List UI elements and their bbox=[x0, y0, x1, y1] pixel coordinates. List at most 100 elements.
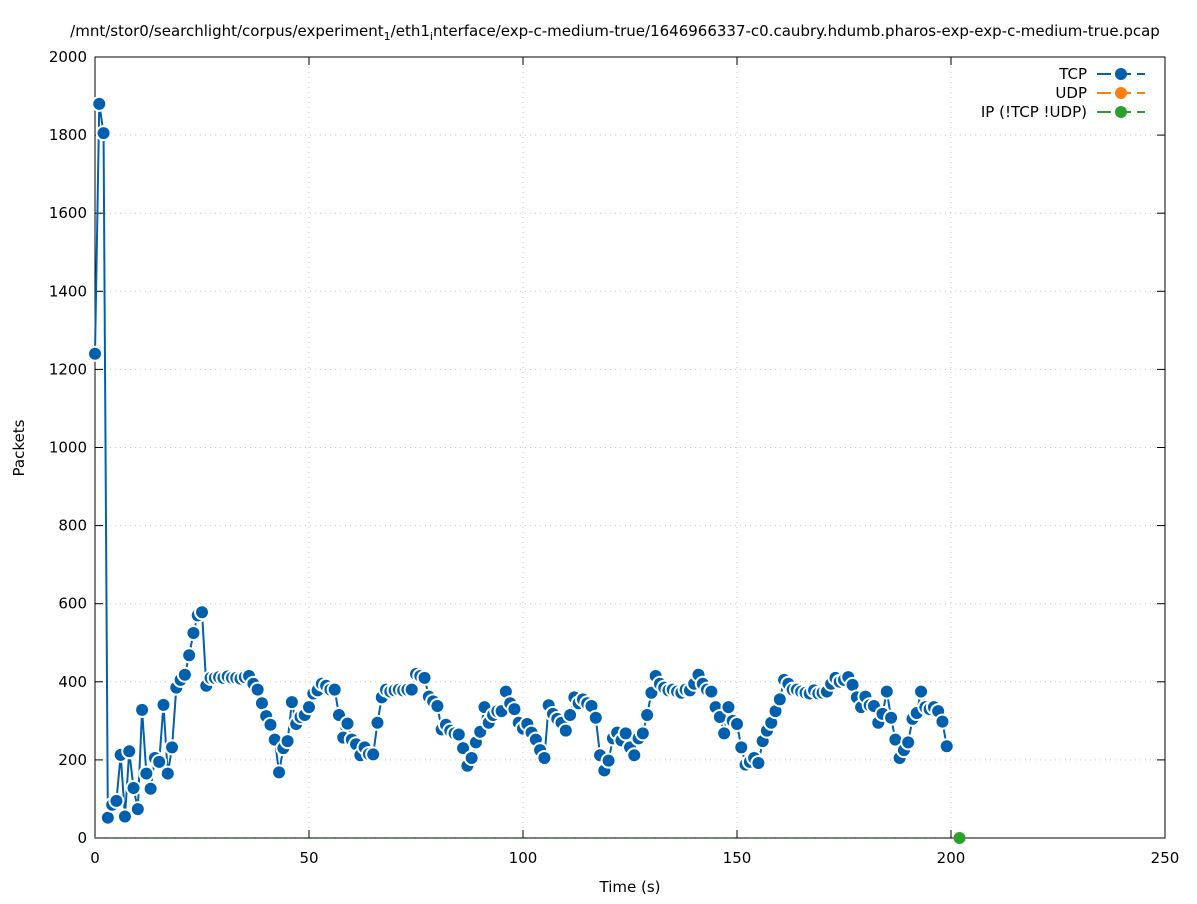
x-tick-label: 250 bbox=[1151, 849, 1180, 867]
x-tick-label: 200 bbox=[937, 849, 966, 867]
title-subscript: i bbox=[430, 30, 433, 43]
tcp-point bbox=[538, 751, 551, 764]
x-tick-label: 50 bbox=[299, 849, 318, 867]
tcp-point bbox=[889, 733, 902, 746]
y-tick-label: 200 bbox=[58, 751, 87, 769]
tcp-point bbox=[915, 685, 928, 698]
axes: 0 200 400 600 800 1000 1200 1400 1600 1800 2000 0 50… bbox=[49, 48, 1180, 867]
tcp-point bbox=[123, 745, 136, 758]
tcp-point bbox=[559, 724, 572, 737]
tcp-point bbox=[118, 810, 131, 823]
tcp-point bbox=[273, 766, 286, 779]
tcp-point bbox=[153, 755, 166, 768]
tcp-point bbox=[251, 683, 264, 696]
tcp-point bbox=[285, 696, 298, 709]
tcp-point bbox=[178, 668, 191, 681]
tcp-point bbox=[431, 700, 444, 713]
title-text: /mnt/stor0/searchlight/corpus/experiment bbox=[70, 22, 384, 40]
tcp-point bbox=[131, 803, 144, 816]
ip-point bbox=[953, 832, 966, 844]
plot-border bbox=[94, 56, 1166, 839]
tcp-point bbox=[602, 754, 615, 767]
tcp-point bbox=[281, 735, 294, 748]
tcp-point bbox=[303, 701, 315, 714]
tcp-point bbox=[564, 708, 577, 721]
tcp-point bbox=[341, 717, 354, 730]
tcp-point bbox=[255, 697, 268, 710]
plot-area bbox=[87, 95, 966, 844]
tcp-point bbox=[264, 718, 277, 731]
tcp-point bbox=[936, 715, 949, 728]
tcp-point bbox=[457, 742, 470, 755]
tcp-point bbox=[127, 782, 140, 795]
tcp-point bbox=[731, 717, 743, 730]
legend-marker bbox=[1115, 68, 1127, 80]
tcp-point bbox=[641, 708, 654, 721]
title-text: /eth1 bbox=[391, 22, 430, 40]
tcp-point bbox=[628, 749, 641, 762]
tcp-point bbox=[140, 767, 153, 780]
x-axis-label: Time (s) bbox=[599, 878, 661, 896]
tcp-point bbox=[93, 97, 106, 110]
x-tick-label: 0 bbox=[90, 849, 100, 867]
tcp-point bbox=[585, 700, 598, 713]
tcp-point bbox=[718, 727, 731, 740]
tcp-point bbox=[367, 748, 380, 761]
tcp-point bbox=[371, 716, 384, 729]
tcp-point bbox=[846, 678, 859, 691]
tcp-point bbox=[157, 698, 170, 711]
tcp-point bbox=[328, 683, 341, 696]
tcp-point bbox=[97, 127, 110, 140]
y-tick-label: 2000 bbox=[49, 48, 87, 66]
y-tick-label: 400 bbox=[58, 673, 87, 691]
tcp-point bbox=[735, 741, 748, 754]
legend-label: UDP bbox=[1055, 84, 1087, 102]
tcp-point bbox=[589, 711, 602, 724]
x-tick-label: 150 bbox=[723, 849, 752, 867]
legend-marker bbox=[1115, 106, 1127, 118]
tcp-point bbox=[101, 811, 114, 824]
tcp-point bbox=[499, 685, 512, 698]
y-tick-label: 1800 bbox=[49, 126, 87, 144]
tcp-point bbox=[713, 710, 726, 723]
grid bbox=[95, 57, 1165, 838]
legend-label: TCP bbox=[1058, 65, 1087, 83]
tcp-point bbox=[645, 686, 658, 699]
y-tick-label: 1000 bbox=[49, 439, 87, 457]
title-text: nterface/exp-c-medium-true/1646966337-c0… bbox=[433, 22, 1160, 40]
tcp-point bbox=[705, 685, 718, 698]
tcp-point bbox=[196, 606, 208, 619]
tcp-point bbox=[508, 703, 521, 716]
tcp-point bbox=[110, 794, 123, 807]
y-tick-label: 0 bbox=[77, 829, 87, 847]
tcp-point bbox=[452, 728, 465, 741]
tcp-point bbox=[89, 347, 101, 360]
tcp-point bbox=[902, 736, 915, 749]
tcp-point bbox=[773, 693, 786, 706]
tcp-point bbox=[619, 727, 632, 740]
tcp-point bbox=[940, 740, 953, 753]
y-tick-label: 800 bbox=[58, 517, 87, 535]
tcp-point bbox=[474, 725, 487, 738]
y-tick-label: 600 bbox=[58, 595, 87, 613]
tcp-point bbox=[752, 757, 765, 770]
tcp-point bbox=[183, 649, 196, 662]
x-tick-label: 100 bbox=[509, 849, 538, 867]
tcp-point bbox=[885, 711, 898, 724]
tcp-point bbox=[418, 671, 431, 684]
tcp-point bbox=[187, 626, 200, 639]
y-tick-label: 1600 bbox=[49, 204, 87, 222]
legend-label: IP (!TCP !UDP) bbox=[981, 103, 1087, 121]
y-tick-label: 1400 bbox=[49, 282, 87, 300]
tcp-point bbox=[166, 741, 179, 754]
title-subscript: 1 bbox=[384, 30, 391, 43]
tcp-point bbox=[144, 782, 157, 795]
tcp-point bbox=[465, 751, 478, 764]
tcp-point bbox=[722, 701, 735, 714]
tcp-point bbox=[765, 716, 778, 729]
tcp-point bbox=[161, 767, 174, 780]
tcp-point bbox=[769, 705, 782, 718]
tcp-point bbox=[880, 685, 893, 698]
